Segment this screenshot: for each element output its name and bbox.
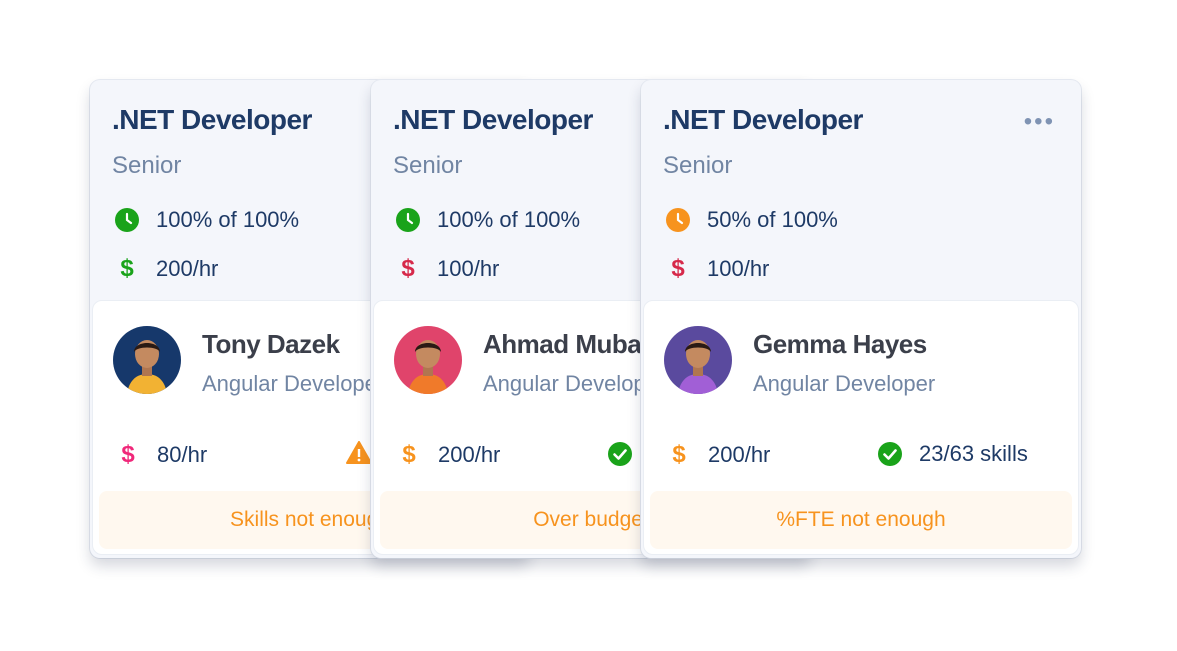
candidate-role: Angular Developer	[202, 371, 385, 396]
candidate-rate: $80/hr	[113, 441, 207, 469]
rate-row: $100/hr	[663, 255, 769, 283]
candidate-rate: $200/hr	[394, 441, 500, 469]
rate-value: 100/hr	[707, 256, 770, 281]
skills-match	[346, 441, 388, 465]
skills-match: 23/63 skills	[877, 441, 1028, 467]
candidate-rate-value: 200/hr	[438, 442, 501, 467]
clock-icon	[112, 207, 142, 233]
dollar-icon: $	[402, 441, 416, 468]
check-circle-icon	[877, 441, 903, 467]
fte-value: 50% of 100%	[707, 207, 838, 232]
candidate-role: Angular Developer	[483, 371, 666, 396]
dollar-icon: $	[121, 441, 135, 468]
candidate-name: Gemma Hayes	[753, 329, 927, 359]
skills-value: 23/63 skills	[919, 441, 1028, 466]
candidate-role: Angular Developer	[753, 371, 936, 396]
job-level: Senior	[393, 152, 463, 179]
dollar-icon: $	[672, 441, 686, 468]
skills-match	[607, 441, 649, 467]
job-title: .NET Developer	[663, 104, 863, 135]
rate-row: $100/hr	[393, 255, 499, 283]
fte-value: 100% of 100%	[437, 207, 581, 232]
status-banner: %FTE not enough	[650, 491, 1072, 549]
check-circle-icon	[607, 441, 633, 467]
candidate-rate: $200/hr	[664, 441, 770, 469]
avatar	[113, 326, 181, 394]
clock-icon	[393, 207, 423, 233]
candidate-name: Ahmad Muba	[483, 329, 642, 359]
job-title: .NET Developer	[393, 104, 593, 135]
job-card[interactable]: .NET Developer ••• Senior 50% of 100% $1…	[641, 80, 1081, 558]
candidate-rate-value: 80/hr	[157, 442, 208, 467]
warning-icon	[346, 441, 372, 465]
fte-row: 100% of 100%	[112, 207, 299, 233]
avatar	[664, 326, 732, 394]
fte-row: 100% of 100%	[393, 207, 580, 233]
dollar-icon: $	[401, 255, 415, 282]
rate-row: $200/hr	[112, 255, 218, 283]
fte-row: 50% of 100%	[663, 207, 838, 233]
candidate-panel[interactable]: Gemma Hayes Angular Developer $200/hr 23…	[643, 300, 1079, 555]
avatar	[394, 326, 462, 394]
clock-icon	[663, 207, 693, 233]
more-options-icon[interactable]: •••	[1023, 108, 1055, 135]
job-title: .NET Developer	[112, 104, 312, 135]
rate-value: 200/hr	[156, 256, 219, 281]
dollar-icon: $	[120, 255, 134, 282]
dollar-icon: $	[671, 255, 685, 282]
fte-value: 100% of 100%	[156, 207, 300, 232]
rate-value: 100/hr	[437, 256, 500, 281]
candidate-rate-value: 200/hr	[708, 442, 771, 467]
candidate-name: Tony Dazek	[202, 329, 340, 359]
job-level: Senior	[663, 152, 733, 179]
job-level: Senior	[112, 152, 182, 179]
